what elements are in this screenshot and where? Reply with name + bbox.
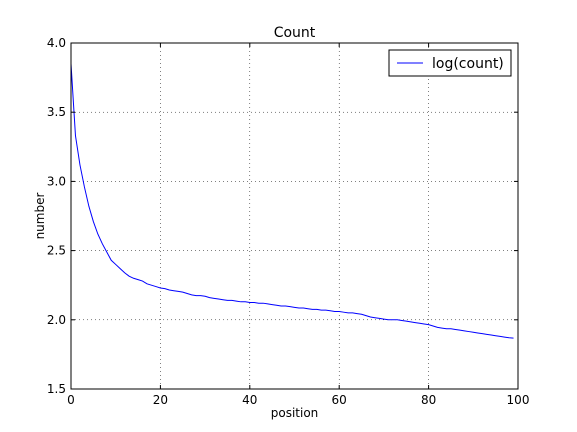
y-tick-label: 2.0 [47,313,66,327]
plot-area [71,43,518,389]
x-axis-label: position [271,406,319,420]
grid [71,43,518,389]
x-tick-label: 80 [421,393,436,407]
chart-title: Count [274,25,316,41]
x-tick-label: 100 [507,393,530,407]
y-tick-label: 1.5 [47,382,66,396]
legend: log(count) [388,49,512,77]
y-tick-label: 3.0 [47,174,66,188]
y-axis-label: number [33,193,47,240]
y-tick-label: 4.0 [47,36,66,50]
y-tick-label: 3.5 [47,105,66,119]
series-line-log-count [70,63,514,339]
y-tick-label: 2.5 [47,244,66,258]
x-tick-label: 0 [67,393,75,407]
ticks: 0 20 40 60 80 100 1.5 2.0 2.5 3.0 3.5 4.0 [47,36,530,407]
x-tick-label: 60 [332,393,347,407]
x-tick-label: 20 [153,393,168,407]
series-layer [70,63,514,339]
x-tick-label: 40 [242,393,257,407]
legend-entry-log-count: log(count) [432,56,504,72]
plot-frame [70,42,519,390]
